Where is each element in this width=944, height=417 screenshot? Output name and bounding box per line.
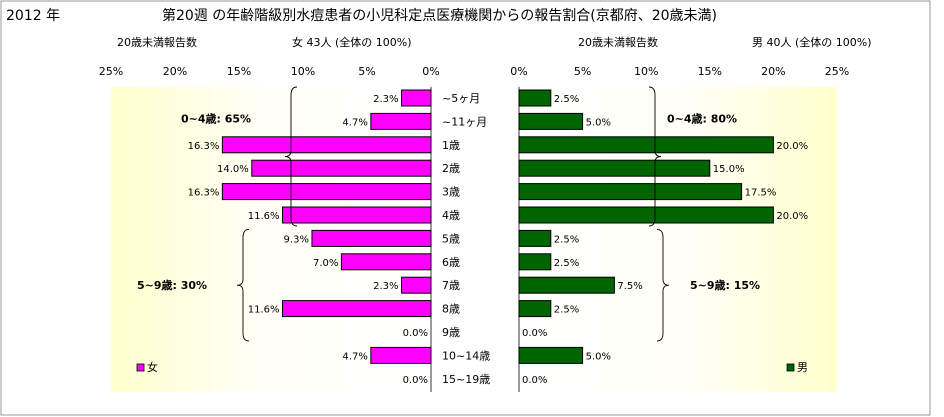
female-data-label: 2.3% (373, 94, 398, 105)
male-bar (518, 229, 552, 247)
female-x-tick-label: 15% (227, 65, 251, 78)
male-annotation: 0~4歳: 80% (667, 112, 737, 126)
female-data-label: 14.0% (217, 164, 249, 175)
category-label: ~11ヶ月 (442, 115, 487, 128)
category-label: 4歳 (442, 209, 460, 222)
female-data-label: 9.3% (284, 234, 309, 245)
male-brace (656, 228, 670, 342)
female-annotation: 5~9歳: 30% (137, 278, 207, 292)
female-legend-swatch (136, 363, 145, 372)
female-data-label: 7.0% (313, 258, 338, 269)
female-legend-label: 女 (147, 360, 158, 374)
male-bar (518, 183, 743, 201)
male-bar (518, 300, 552, 318)
male-data-label: 2.5% (554, 94, 579, 105)
male-x-tick-label: 15% (698, 65, 722, 78)
category-label: 15~19歳 (442, 373, 490, 386)
category-label: 3歳 (442, 186, 460, 199)
category-label: 6歳 (442, 256, 460, 269)
male-x-tick-label: 0% (510, 65, 527, 78)
male-legend-swatch (786, 363, 795, 372)
female-bar (221, 136, 432, 154)
male-data-label: 5.0% (586, 351, 611, 362)
male-x-tick-label: 25% (825, 65, 849, 78)
category-label: 9歳 (442, 326, 460, 339)
category-label: 2歳 (442, 162, 460, 175)
female-x-tick-label: 5% (358, 65, 375, 78)
category-label: 10~14歳 (442, 349, 490, 362)
female-annotation: 0~4歳: 65% (181, 112, 251, 126)
female-x-tick-label: 10% (291, 65, 315, 78)
male-bar (518, 206, 774, 224)
male-data-label: 20.0% (776, 211, 808, 222)
male-data-label: 7.5% (617, 281, 642, 292)
female-bar (340, 253, 432, 271)
male-bar (518, 89, 552, 107)
category-label: 7歳 (442, 279, 460, 292)
male-bar (518, 159, 711, 177)
male-data-label: 2.5% (554, 305, 579, 316)
male-bar (518, 112, 584, 130)
male-brace (648, 86, 662, 227)
female-data-label: 16.3% (188, 188, 220, 199)
category-label: 1歳 (442, 139, 460, 152)
female-brace (236, 228, 250, 342)
category-label: 5歳 (442, 232, 460, 245)
female-data-label: 2.3% (373, 281, 398, 292)
female-x-tick-label: 25% (99, 65, 123, 78)
male-x-tick-label: 10% (634, 65, 658, 78)
female-bar (311, 229, 432, 247)
female-data-label: 0.0% (403, 375, 428, 386)
male-bar (518, 276, 615, 294)
male-annotation: 5~9歳: 15% (690, 278, 760, 292)
male-legend-label: 男 (797, 361, 808, 374)
male-data-label: 0.0% (522, 328, 547, 339)
male-x-tick-label: 5% (574, 65, 591, 78)
female-bar (370, 346, 432, 364)
female-brace (284, 86, 298, 227)
category-label: ~5ヶ月 (442, 92, 480, 105)
male-data-label: 0.0% (522, 375, 547, 386)
male-data-label: 20.0% (776, 141, 808, 152)
female-subtitle-left: 20歳未満報告数 (117, 36, 197, 49)
male-subtitle-right: 男 40人 (全体の 100%) (752, 35, 872, 49)
female-data-label: 0.0% (403, 328, 428, 339)
female-data-label: 11.6% (248, 305, 280, 316)
female-x-tick-label: 20% (163, 65, 187, 78)
chart-title: 第20週 の年齢階級別水痘患者の小児科定点医療機関からの報告割合(京都府、20歳… (162, 7, 717, 24)
female-bar (221, 183, 432, 201)
male-x-tick-label: 20% (761, 65, 785, 78)
male-subtitle-left: 20歳未満報告数 (578, 36, 658, 49)
female-bar (401, 89, 432, 107)
male-bar (518, 253, 552, 271)
male-data-label: 17.5% (745, 188, 777, 199)
male-bar (518, 346, 584, 364)
female-x-tick-label: 0% (422, 65, 439, 78)
female-data-label: 11.6% (248, 211, 280, 222)
female-bar (282, 300, 432, 318)
female-data-label: 4.7% (342, 117, 367, 128)
female-subtitle-right: 女 43人 (全体の 100%) (292, 35, 412, 49)
female-bar (282, 206, 432, 224)
male-data-label: 2.5% (554, 234, 579, 245)
female-data-label: 16.3% (188, 141, 220, 152)
male-data-label: 5.0% (586, 117, 611, 128)
male-data-label: 2.5% (554, 258, 579, 269)
female-bar (251, 159, 432, 177)
male-data-label: 15.0% (713, 164, 745, 175)
year-label: 2012 年 (6, 8, 60, 24)
male-bar (518, 136, 774, 154)
female-data-label: 4.7% (342, 351, 367, 362)
female-bar (370, 112, 432, 130)
female-bar (401, 276, 432, 294)
category-label: 8歳 (442, 303, 460, 316)
